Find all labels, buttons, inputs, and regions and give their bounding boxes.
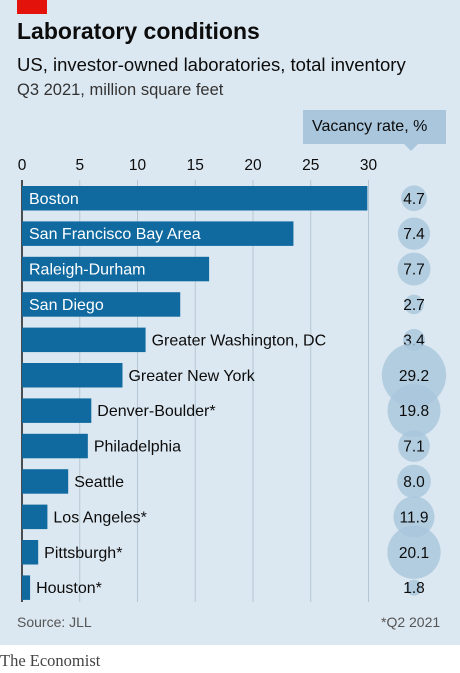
- vacancy-header-label: Vacancy rate, %: [312, 118, 428, 135]
- x-tick-label: 25: [302, 157, 319, 174]
- vacancy-value-label: 1.8: [403, 580, 425, 597]
- chart-panel: Laboratory conditions US, investor-owned…: [0, 0, 460, 645]
- vacancy-header-box: [303, 110, 446, 144]
- vacancy-bubble: [397, 252, 431, 286]
- bar-category-label: Denver-Boulder*: [97, 403, 215, 420]
- bar-category-label: Raleigh-Durham: [29, 262, 146, 279]
- source-note: Source: JLL: [17, 614, 92, 630]
- x-tick-label: 20: [244, 157, 262, 174]
- bar-category-label: Los Angeles*: [53, 509, 146, 526]
- bar-category-label: Pittsburgh*: [44, 545, 122, 562]
- footnote: *Q2 2021: [381, 614, 441, 630]
- inventory-bar: [22, 504, 48, 530]
- vacancy-bubble: [387, 384, 441, 438]
- units-label: Q3 2021, million square feet: [17, 81, 224, 99]
- x-tick-label: 10: [129, 157, 147, 174]
- inventory-bar: [22, 221, 294, 246]
- vacancy-bubble: [401, 185, 427, 212]
- bar-category-label: San Diego: [29, 297, 104, 314]
- inventory-bar: [22, 398, 92, 423]
- vacancy-header-pointer: [404, 144, 418, 151]
- brand-red-tab: [17, 0, 47, 14]
- vacancy-value-label: 7.4: [403, 226, 425, 243]
- bar-category-label: San Francisco Bay Area: [29, 226, 201, 243]
- vacancy-value-label: 29.2: [399, 368, 429, 385]
- inventory-bar: [22, 469, 69, 494]
- vacancy-bubble: [393, 496, 435, 538]
- vacancy-value-label: 11.9: [399, 509, 428, 526]
- bar-category-label: Greater Washington, DC: [152, 332, 327, 349]
- x-tick-label: 5: [75, 157, 84, 174]
- vacancy-bubble: [397, 464, 431, 499]
- inventory-bar: [22, 256, 210, 282]
- bar-category-label: Seattle: [74, 474, 124, 491]
- bar-category-label: Greater New York: [128, 368, 255, 385]
- vacancy-bubble: [406, 579, 422, 596]
- inventory-bar: [22, 363, 123, 388]
- bar-category-label: Philadelphia: [94, 439, 181, 456]
- vacancy-bubble: [398, 430, 430, 462]
- bar-category-label: Boston: [29, 191, 79, 208]
- chart-subtitle: US, investor-owned laboratories, total i…: [17, 54, 406, 75]
- vacancy-value-label: 7.1: [403, 439, 425, 456]
- x-tick-label: 0: [18, 157, 27, 174]
- x-tick-label: 15: [187, 157, 204, 174]
- vacancy-bubble: [397, 217, 431, 250]
- vacancy-value-label: 20.1: [399, 545, 429, 562]
- inventory-bar: [22, 575, 31, 600]
- vacancy-value-label: 8.0: [403, 474, 425, 491]
- vacancy-bubble: [404, 294, 424, 315]
- vacancy-value-label: 4.7: [403, 191, 425, 208]
- inventory-bar: [22, 186, 368, 211]
- bar-chart: 0 5 10 15 20 25 30 Boston 4.7 San Francisco Bay A…: [18, 157, 447, 602]
- inventory-bar: [22, 540, 39, 565]
- x-tick-label: 30: [360, 157, 378, 174]
- vacancy-value-label: 19.8: [399, 403, 429, 420]
- vacancy-value-label: 7.7: [403, 262, 425, 279]
- vacancy-value-label: 2.7: [403, 297, 425, 314]
- bar-category-label: Houston*: [36, 580, 102, 597]
- inventory-bar: [22, 292, 181, 317]
- vacancy-bubble: [387, 525, 441, 579]
- inventory-bar: [22, 433, 88, 459]
- economist-logo-text: The Economist: [0, 651, 101, 670]
- chart-title: Laboratory conditions: [17, 18, 260, 44]
- inventory-bar: [22, 327, 146, 353]
